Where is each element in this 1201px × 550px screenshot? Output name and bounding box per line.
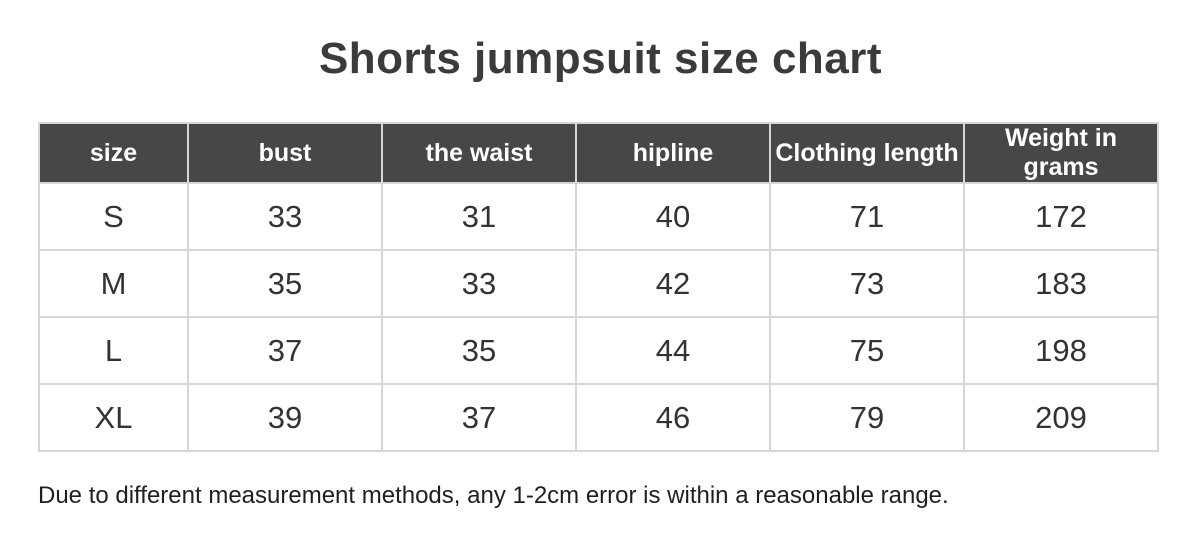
value-cell: 42 — [575, 249, 771, 318]
column-header-weight-in-grams: Weight in grams — [963, 122, 1159, 184]
value-cell: 46 — [575, 383, 771, 452]
value-cell: 198 — [963, 316, 1159, 385]
value-cell: 37 — [187, 316, 383, 385]
value-cell: 209 — [963, 383, 1159, 452]
column-header-hipline: hipline — [575, 122, 771, 184]
value-cell: 79 — [769, 383, 965, 452]
value-cell: 73 — [769, 249, 965, 318]
size-label-cell: L — [38, 316, 189, 385]
page-title: Shorts jumpsuit size chart — [318, 34, 883, 83]
measurement-footnote: Due to different measurement methods, an… — [38, 482, 949, 509]
size-label-cell: M — [38, 249, 189, 318]
column-header-size: size — [38, 122, 189, 184]
size-chart-table: size bust the waist hipline Clothing length W… — [38, 122, 1159, 452]
size-label-cell: XL — [38, 383, 189, 452]
value-cell: 75 — [769, 316, 965, 385]
value-cell: 33 — [381, 249, 577, 318]
value-cell: 71 — [769, 182, 965, 251]
value-cell: 31 — [381, 182, 577, 251]
table-row-s: S 33 31 40 71 172 — [38, 182, 1159, 251]
column-header-bust: bust — [187, 122, 383, 184]
size-table-header: size bust the waist hipline Clothing length W… — [38, 122, 1159, 184]
column-header-clothing-length: Clothing length — [769, 122, 965, 184]
value-cell: 40 — [575, 182, 771, 251]
value-cell: 39 — [187, 383, 383, 452]
value-cell: 33 — [187, 182, 383, 251]
value-cell: 183 — [963, 249, 1159, 318]
value-cell: 37 — [381, 383, 577, 452]
table-row-l: L 37 35 44 75 198 — [38, 316, 1159, 385]
value-cell: 44 — [575, 316, 771, 385]
value-cell: 172 — [963, 182, 1159, 251]
value-cell: 35 — [187, 249, 383, 318]
table-row-m: M 35 33 42 73 183 — [38, 249, 1159, 318]
size-label-cell: S — [38, 182, 189, 251]
value-cell: 35 — [381, 316, 577, 385]
size-table-container: size bust the waist hipline Clothing length W… — [38, 122, 1159, 452]
table-row-xl: XL 39 37 46 79 209 — [38, 383, 1159, 452]
header-row: size bust the waist hipline Clothing length W… — [38, 122, 1159, 184]
column-header-the-waist: the waist — [381, 122, 577, 184]
size-table-body: S 33 31 40 71 172 M 35 33 42 73 183 L 37 35 44 75 198 XL 39… — [38, 182, 1159, 452]
